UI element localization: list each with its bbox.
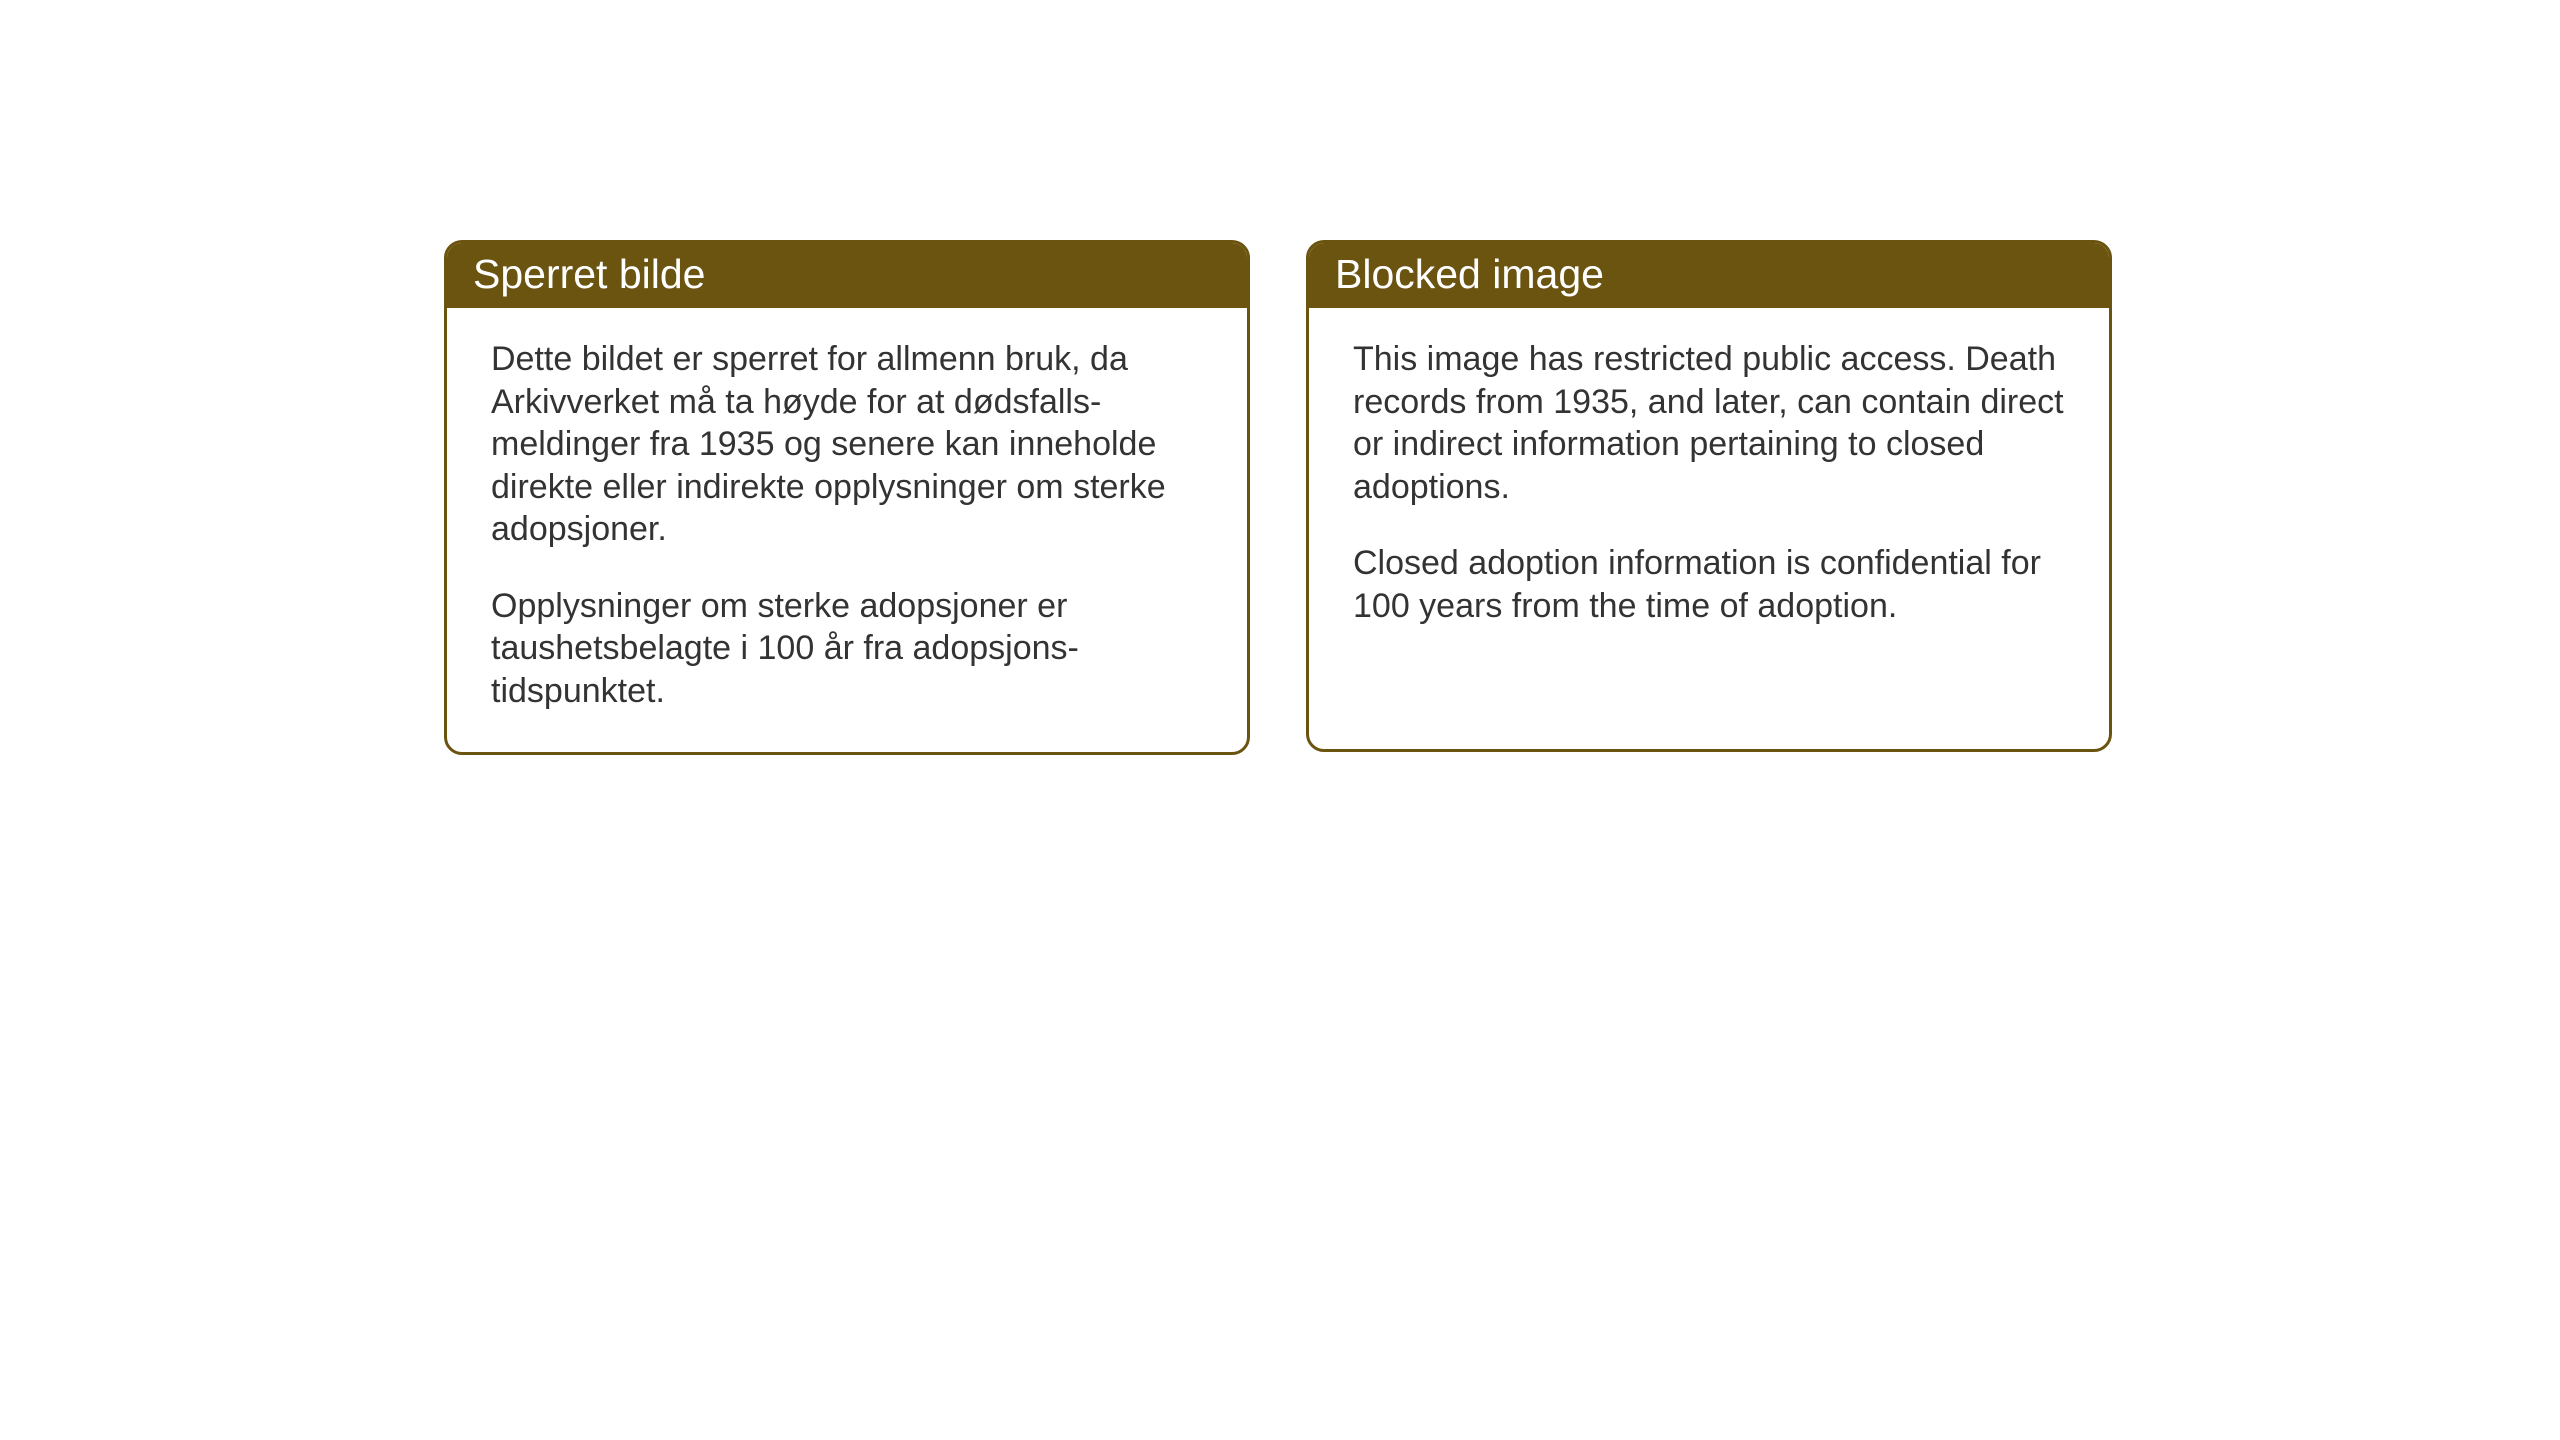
- card-body-english: This image has restricted public access.…: [1309, 308, 2109, 667]
- notice-paragraph: This image has restricted public access.…: [1353, 338, 2065, 508]
- notice-paragraph: Closed adoption information is confident…: [1353, 542, 2065, 627]
- notice-paragraph: Opplysninger om sterke adopsjoner er tau…: [491, 585, 1203, 713]
- card-body-norwegian: Dette bildet er sperret for allmenn bruk…: [447, 308, 1247, 752]
- notice-card-english: Blocked image This image has restricted …: [1306, 240, 2112, 752]
- card-header-english: Blocked image: [1309, 243, 2109, 308]
- notice-paragraph: Dette bildet er sperret for allmenn bruk…: [491, 338, 1203, 551]
- notice-card-norwegian: Sperret bilde Dette bildet er sperret fo…: [444, 240, 1250, 755]
- card-header-norwegian: Sperret bilde: [447, 243, 1247, 308]
- notice-cards-container: Sperret bilde Dette bildet er sperret fo…: [444, 240, 2112, 755]
